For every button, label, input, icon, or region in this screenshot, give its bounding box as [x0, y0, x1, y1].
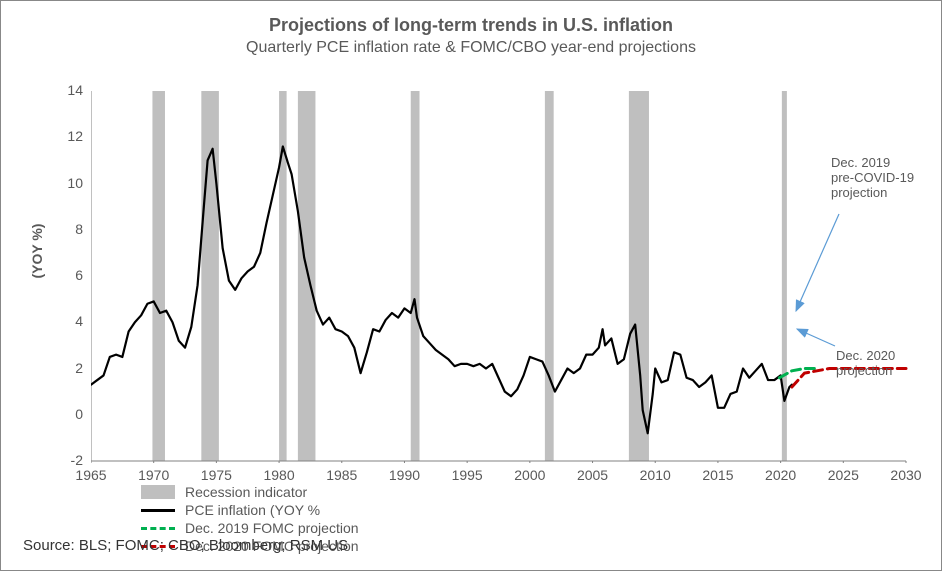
chart-title: Projections of long-term trends in U.S. …: [1, 15, 941, 36]
y-tick: 8: [51, 221, 83, 237]
y-tick: 0: [51, 406, 83, 422]
y-tick: 4: [51, 313, 83, 329]
x-tick: 1995: [445, 467, 489, 483]
pce-swatch: [141, 509, 175, 512]
x-tick: 2025: [821, 467, 865, 483]
legend-label-recession: Recession indicator: [185, 484, 307, 500]
proj2019-swatch: [141, 527, 175, 530]
recession-swatch: [141, 485, 175, 499]
annotation-pre-covid: Dec. 2019pre-COVID-19projection: [831, 156, 914, 201]
y-tick: 14: [51, 82, 83, 98]
chart-frame: Projections of long-term trends in U.S. …: [0, 0, 942, 571]
y-axis-label: (YOY %): [29, 191, 45, 311]
x-tick: 2005: [571, 467, 615, 483]
y-tick: 12: [51, 128, 83, 144]
x-tick: 2015: [696, 467, 740, 483]
legend-item-proj2019: Dec. 2019 FOMC projection: [141, 520, 521, 536]
x-tick: 1970: [132, 467, 176, 483]
x-tick: 1985: [320, 467, 364, 483]
chart-subtitle: Quarterly PCE inflation rate & FOMC/CBO …: [1, 39, 941, 57]
y-tick: 2: [51, 360, 83, 376]
x-tick: 1965: [69, 467, 113, 483]
legend-label-pce: PCE inflation (YOY %: [185, 502, 320, 518]
x-tick: 2020: [759, 467, 803, 483]
source-text: Source: BLS; FOMC; CBO; Bloomberg; RSM U…: [23, 537, 348, 554]
y-tick: 6: [51, 267, 83, 283]
y-tick: -2: [51, 452, 83, 468]
x-tick: 2000: [508, 467, 552, 483]
x-tick: 1975: [194, 467, 238, 483]
x-tick: 1990: [382, 467, 426, 483]
annotation-dec-2020: Dec. 2020projection: [836, 349, 895, 379]
x-tick: 2010: [633, 467, 677, 483]
legend-item-pce: PCE inflation (YOY %: [141, 502, 501, 518]
legend-item-recession: Recession indicator: [141, 484, 521, 500]
legend-label-proj2019: Dec. 2019 FOMC projection: [185, 520, 359, 536]
y-tick: 10: [51, 175, 83, 191]
x-tick: 1980: [257, 467, 301, 483]
chart-plot: [91, 91, 908, 463]
x-tick: 2030: [884, 467, 928, 483]
